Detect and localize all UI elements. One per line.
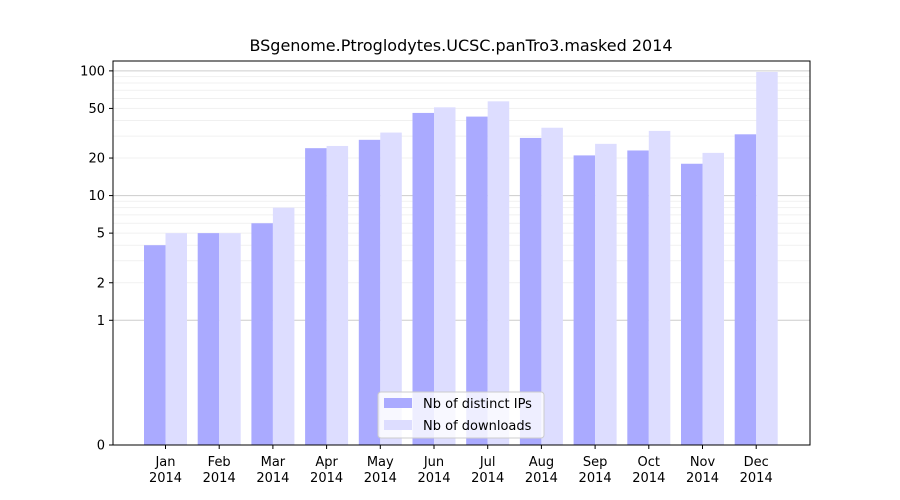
x-tick-label: Dec 2014 [740, 455, 773, 486]
legend-swatch-distinct-ips [384, 398, 412, 408]
y-tick-label: 2 [97, 276, 105, 291]
x-tick-label: Sep 2014 [579, 455, 612, 486]
legend-swatch-downloads [384, 420, 412, 430]
bar-downloads [380, 132, 402, 446]
bar-distinct-ips [197, 233, 220, 445]
y-tick-label: 20 [88, 152, 105, 167]
x-tick-label: May 2014 [364, 455, 397, 486]
bar-distinct-ips [412, 112, 434, 446]
x-tick-label: Jun 2014 [417, 455, 450, 486]
bar-downloads [326, 145, 349, 446]
bar-downloads [165, 233, 187, 445]
bar-distinct-ips [305, 148, 327, 445]
bar-downloads [541, 127, 563, 445]
bar-distinct-ips [466, 116, 488, 445]
bar-distinct-ips [573, 155, 596, 445]
bar-distinct-ips [358, 139, 381, 445]
bar-distinct-ips [681, 163, 703, 445]
x-axis: Jan 2014 Feb 2014 Mar 2014 Apr 2014 May 2014 Jun 20… [149, 445, 773, 486]
bar-distinct-ips [144, 245, 166, 445]
y-tick-label: 5 [97, 227, 105, 242]
x-tick-label: Feb 2014 [203, 455, 236, 486]
y-tick-label: 50 [88, 102, 105, 117]
x-tick-label: Nov 2014 [686, 455, 719, 486]
y-tick-label: 10 [88, 189, 105, 204]
bar-downloads [702, 152, 724, 445]
y-tick-label: 1 [97, 314, 105, 329]
bar-distinct-ips [519, 137, 542, 446]
x-tick-label: Aug 2014 [525, 455, 558, 486]
bar-distinct-ips [251, 223, 273, 445]
bar-downloads [219, 233, 241, 445]
x-tick-label: Mar 2014 [256, 455, 289, 486]
bar-distinct-ips [734, 134, 757, 445]
plot-frame [112, 60, 811, 446]
x-tick-label: Jul 2014 [471, 455, 504, 486]
legend-box [377, 391, 545, 439]
bar-downloads [648, 130, 671, 445]
legend-label-downloads: Nb of downloads [423, 419, 532, 434]
x-tick-label: Oct 2014 [632, 455, 665, 486]
legend: Nb of distinct IPs Nb of downloads [377, 391, 545, 439]
bar-downloads [756, 71, 778, 446]
bar-downloads [487, 101, 510, 446]
y-tick-label: 0 [97, 439, 105, 454]
bars [144, 71, 778, 446]
x-tick-label: Apr 2014 [310, 455, 343, 486]
chart-title: BSgenome.Ptroglodytes.UCSC.panTro3.maske… [249, 36, 672, 55]
y-axis: 0 1 2 5 10 20 50 100 [80, 64, 113, 454]
bar-distinct-ips [627, 150, 649, 445]
bar-downloads [434, 107, 456, 445]
x-tick-label: Jan 2014 [149, 455, 182, 486]
y-tick-label: 100 [80, 64, 105, 79]
bar-downloads [272, 207, 295, 445]
bar-downloads [595, 143, 617, 446]
legend-label-distinct-ips: Nb of distinct IPs [423, 397, 532, 412]
